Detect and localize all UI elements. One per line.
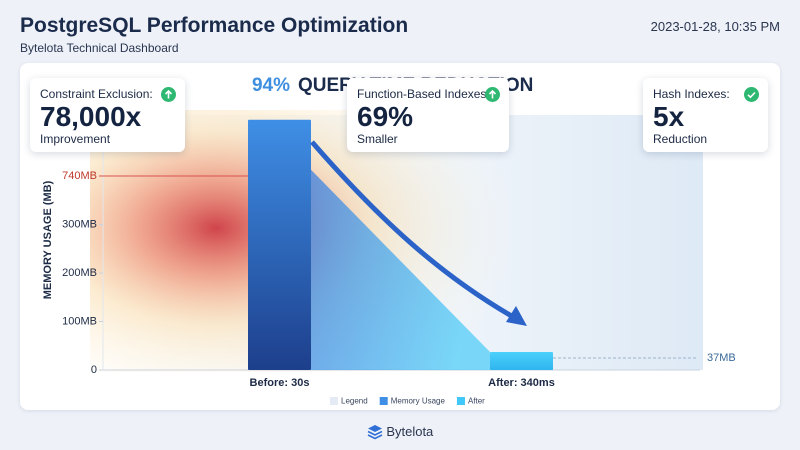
metric-card: Function-Based Indexes: 69% Smaller (347, 78, 509, 152)
legend-label: After (468, 397, 485, 406)
brand-name: Bytelota (386, 424, 434, 440)
chart-panel: 0 100MB 200MB 300MB 740MB 37MB Before: 30s Afte… (20, 63, 780, 410)
y-tick-label: 200MB (62, 267, 97, 279)
chart-title-highlight: 94% (252, 75, 290, 96)
metric-label: Function-Based Indexes: (357, 87, 490, 101)
metric-label: Constraint Exclusion: (40, 87, 153, 101)
x-tick-label: Before: 30s (250, 377, 310, 389)
page-title: PostgreSQL Performance Optimization (20, 14, 409, 37)
metric-caption: Improvement (40, 132, 111, 146)
x-tick-label: After: 340ms (488, 377, 555, 389)
flow-band (311, 169, 490, 370)
metric-caption: Reduction (653, 132, 708, 146)
metric-value: 78,000x (40, 101, 142, 132)
up-icon (485, 87, 500, 102)
legend-label: Legend (341, 397, 368, 406)
footer: Bytelota (0, 423, 800, 440)
metric-card: Hash Indexes: 5x Reduction (643, 78, 768, 152)
legend-swatch (330, 397, 338, 405)
trend-arrowhead (506, 306, 527, 326)
chart: 0 100MB 200MB 300MB 740MB 37MB Before: 30s Afte… (42, 75, 736, 406)
trend-arrow (310, 140, 517, 321)
up-icon (161, 87, 176, 102)
y-axis-label: MEMORY USAGE (MB) (42, 180, 54, 299)
metric-label: Hash Indexes: (653, 87, 730, 101)
metric-caption: Smaller (357, 132, 398, 146)
brand-logo (367, 424, 383, 439)
page-subtitle: Bytelota Technical Dashboard (20, 41, 179, 55)
legend-swatch (379, 397, 388, 405)
metric-value: 69% (357, 101, 414, 132)
metric-card: Constraint Exclusion: 78,000x Improvemen… (30, 78, 185, 152)
y-tick-label: 0 (91, 364, 97, 376)
metric-value: 5x (653, 101, 685, 132)
legend-label: Memory Usage (391, 397, 446, 406)
check-icon (744, 87, 759, 102)
y-tick-label: 300MB (62, 218, 97, 230)
legend-swatch (456, 397, 465, 405)
y-tick-label: 100MB (62, 315, 97, 327)
bar (248, 119, 311, 370)
value-label: 37MB (707, 352, 736, 364)
timestamp: 2023-01-28, 10:35 PM (650, 19, 780, 34)
bar (490, 352, 553, 370)
y-tick-label: 740MB (62, 170, 97, 182)
